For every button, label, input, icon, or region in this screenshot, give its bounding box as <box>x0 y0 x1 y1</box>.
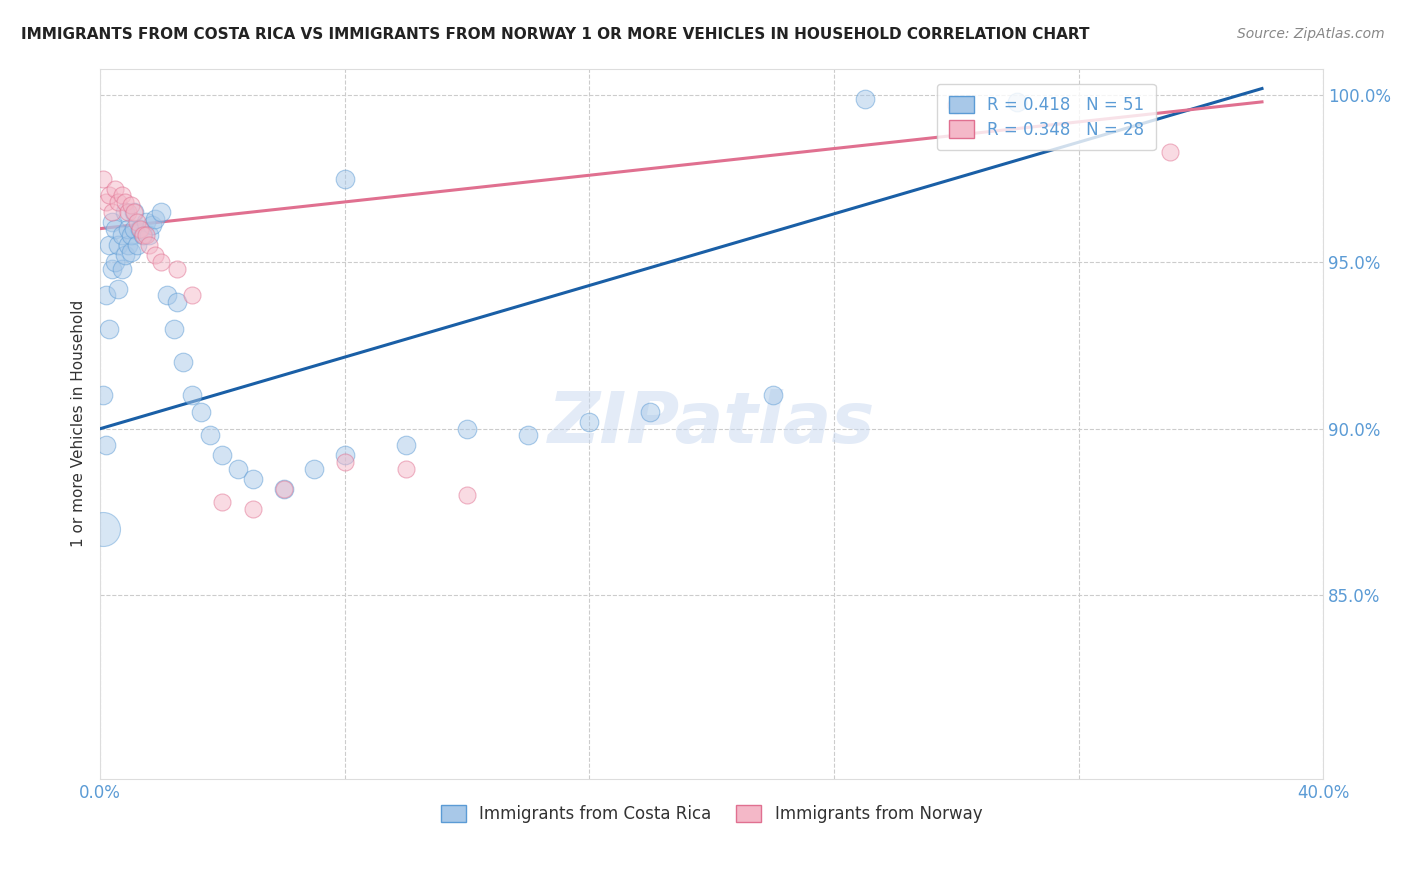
Point <box>1159 145 1181 159</box>
Point <box>96 438 118 452</box>
Text: IMMIGRANTS FROM COSTA RICA VS IMMIGRANTS FROM NORWAY 1 OR MORE VEHICLES IN HOUSE: IMMIGRANTS FROM COSTA RICA VS IMMIGRANTS… <box>21 27 1090 42</box>
Point <box>98 321 121 335</box>
Point <box>333 171 356 186</box>
Point <box>128 221 150 235</box>
Point <box>162 321 184 335</box>
Point <box>242 501 264 516</box>
Text: Source: ZipAtlas.com: Source: ZipAtlas.com <box>1237 27 1385 41</box>
Point <box>211 495 233 509</box>
Point <box>107 282 129 296</box>
Point <box>226 461 249 475</box>
Point <box>98 188 121 202</box>
Point <box>120 244 142 259</box>
Point <box>762 388 785 402</box>
Point <box>200 428 222 442</box>
Point <box>125 238 148 252</box>
Point <box>122 205 145 219</box>
Point <box>104 255 127 269</box>
Point <box>104 221 127 235</box>
Text: ZIPatlas: ZIPatlas <box>548 389 876 458</box>
Point <box>117 238 139 252</box>
Point <box>640 405 662 419</box>
Point <box>180 388 202 402</box>
Point <box>114 248 136 262</box>
Point <box>107 194 129 209</box>
Point <box>110 188 132 202</box>
Point <box>138 238 160 252</box>
Point <box>132 228 155 243</box>
Point <box>91 522 114 536</box>
Point <box>135 215 157 229</box>
Point <box>114 194 136 209</box>
Point <box>578 415 600 429</box>
Point <box>395 461 418 475</box>
Point <box>143 248 166 262</box>
Point <box>110 261 132 276</box>
Point <box>143 211 166 226</box>
Point <box>302 461 325 475</box>
Point <box>242 472 264 486</box>
Point <box>456 422 478 436</box>
Point <box>141 219 163 233</box>
Point <box>125 215 148 229</box>
Point <box>114 205 136 219</box>
Point <box>190 405 212 419</box>
Point <box>96 288 118 302</box>
Point <box>166 261 188 276</box>
Point <box>117 221 139 235</box>
Point <box>98 238 121 252</box>
Point <box>132 228 155 243</box>
Point <box>110 228 132 243</box>
Point <box>1007 95 1029 109</box>
Point <box>273 482 295 496</box>
Point <box>156 288 179 302</box>
Point <box>107 238 129 252</box>
Point <box>172 355 194 369</box>
Point <box>101 215 124 229</box>
Point <box>333 449 356 463</box>
Point <box>333 455 356 469</box>
Point <box>117 205 139 219</box>
Point <box>122 221 145 235</box>
Point <box>180 288 202 302</box>
Point <box>166 295 188 310</box>
Point <box>128 221 150 235</box>
Point <box>122 205 145 219</box>
Point <box>456 488 478 502</box>
Point <box>91 388 114 402</box>
Point <box>853 91 876 105</box>
Point <box>120 228 142 243</box>
Point <box>101 261 124 276</box>
Point <box>211 449 233 463</box>
Point <box>138 228 160 243</box>
Y-axis label: 1 or more Vehicles in Household: 1 or more Vehicles in Household <box>72 300 86 548</box>
Point <box>135 228 157 243</box>
Legend: Immigrants from Costa Rica, Immigrants from Norway: Immigrants from Costa Rica, Immigrants f… <box>429 793 994 835</box>
Point <box>150 205 173 219</box>
Point <box>395 438 418 452</box>
Point <box>945 98 967 112</box>
Point <box>104 181 127 195</box>
Point <box>96 194 118 209</box>
Point <box>273 482 295 496</box>
Point <box>91 171 114 186</box>
Point <box>517 428 540 442</box>
Point <box>120 198 142 212</box>
Point <box>101 205 124 219</box>
Point <box>150 255 173 269</box>
